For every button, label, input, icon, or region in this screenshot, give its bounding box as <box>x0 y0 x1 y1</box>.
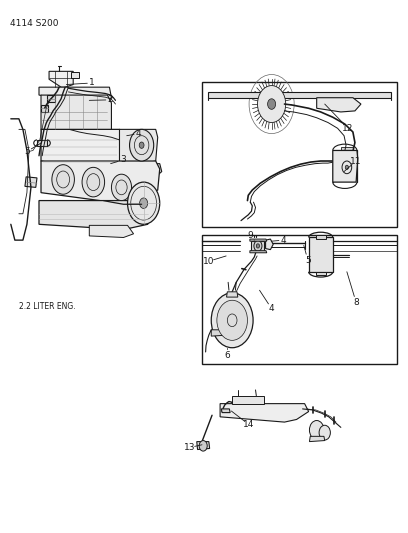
Text: 2.2 LITER ENG.: 2.2 LITER ENG. <box>19 302 75 311</box>
Circle shape <box>140 198 148 208</box>
Circle shape <box>254 241 262 251</box>
Polygon shape <box>37 140 47 146</box>
Text: 4: 4 <box>136 129 142 138</box>
Polygon shape <box>220 403 308 422</box>
Circle shape <box>139 142 144 148</box>
Polygon shape <box>250 251 267 253</box>
Circle shape <box>130 130 154 161</box>
Polygon shape <box>25 177 37 188</box>
Circle shape <box>345 165 348 169</box>
Text: 2: 2 <box>108 95 113 104</box>
Text: 10: 10 <box>203 257 215 266</box>
Circle shape <box>217 300 248 341</box>
Polygon shape <box>211 330 228 336</box>
Text: 1: 1 <box>89 78 95 87</box>
Text: 9: 9 <box>247 231 253 240</box>
Polygon shape <box>317 98 361 112</box>
Circle shape <box>111 174 131 200</box>
Text: 8: 8 <box>353 298 359 307</box>
Polygon shape <box>39 87 111 103</box>
Polygon shape <box>316 235 326 239</box>
Circle shape <box>82 167 104 197</box>
Text: 11: 11 <box>350 157 362 166</box>
Polygon shape <box>49 71 73 87</box>
Polygon shape <box>232 395 264 403</box>
Polygon shape <box>309 437 325 442</box>
Text: 12: 12 <box>342 124 354 133</box>
Polygon shape <box>251 241 264 251</box>
Circle shape <box>211 293 253 348</box>
Polygon shape <box>316 272 326 275</box>
Polygon shape <box>41 95 111 132</box>
Polygon shape <box>226 292 238 297</box>
Polygon shape <box>308 238 333 272</box>
Polygon shape <box>89 225 133 238</box>
Text: 4114 S200: 4114 S200 <box>10 19 58 28</box>
Text: 5: 5 <box>305 256 311 265</box>
Circle shape <box>319 425 330 440</box>
Polygon shape <box>197 442 210 449</box>
Text: 4: 4 <box>281 236 286 245</box>
Polygon shape <box>41 161 160 203</box>
Polygon shape <box>41 130 128 172</box>
Text: 14: 14 <box>244 420 255 429</box>
Bar <box>202 235 397 364</box>
Text: 3: 3 <box>120 156 126 165</box>
Circle shape <box>199 441 207 451</box>
Text: 6: 6 <box>224 351 230 360</box>
Circle shape <box>309 421 324 440</box>
Polygon shape <box>39 200 154 230</box>
Text: 13: 13 <box>184 443 196 452</box>
Polygon shape <box>47 95 55 102</box>
Text: 5: 5 <box>24 147 30 156</box>
Circle shape <box>268 99 276 109</box>
Polygon shape <box>341 147 353 151</box>
Circle shape <box>52 165 74 194</box>
Polygon shape <box>71 72 79 78</box>
Polygon shape <box>120 130 158 166</box>
Circle shape <box>256 244 259 248</box>
Bar <box>202 82 397 227</box>
Text: 4: 4 <box>269 304 275 313</box>
Polygon shape <box>221 409 230 413</box>
Circle shape <box>257 86 286 123</box>
Polygon shape <box>333 150 358 182</box>
Polygon shape <box>128 164 162 177</box>
Polygon shape <box>266 239 273 249</box>
Circle shape <box>128 182 160 224</box>
Polygon shape <box>208 92 391 98</box>
Polygon shape <box>250 239 267 241</box>
Polygon shape <box>41 104 48 112</box>
